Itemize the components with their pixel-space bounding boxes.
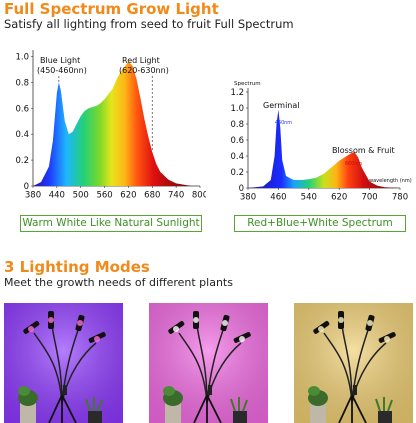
blue-light-range: (450-460nn) xyxy=(37,66,87,75)
y-tick-label: 0.6 xyxy=(15,104,29,114)
x-tick-label: 540 xyxy=(301,193,317,203)
x-tick-label: 620 xyxy=(331,193,347,203)
rgbw-spectrum-chart: 380 460 540 620 700 780 0 0.2 0.4 0.6 0.8 1.0 1.2 Sp… xyxy=(230,81,412,203)
y-tick-label: 0.8 xyxy=(15,78,29,88)
germinal-wavelength: 460nm xyxy=(275,120,292,126)
full-spectrum-chart: 380 440 500 560 620 680 740 800 0 0.2 0.4 0.6 0.8 1.0… xyxy=(15,50,206,201)
modes-subtitle: Meet the growth needs of different plant… xyxy=(4,276,233,289)
x-tick-label: 460 xyxy=(270,193,286,203)
lamp-arms xyxy=(33,324,97,404)
plant-pot-right xyxy=(375,397,393,423)
plant-pot-left xyxy=(163,386,183,423)
tripod xyxy=(48,394,77,423)
y-tick-label: 0.4 xyxy=(230,152,244,162)
blossom-fruit-label: Blossom & Fruit xyxy=(332,146,395,155)
lamp-scene xyxy=(149,303,268,423)
x-tick-label: 780 xyxy=(392,193,408,203)
red-light-label: Red Light xyxy=(122,56,160,65)
lamp-scene xyxy=(294,303,413,423)
x-tick-label: 560 xyxy=(96,191,112,201)
wavelength-axis-label: wavelength (nm) xyxy=(369,178,412,184)
pink-mode-photo xyxy=(149,303,268,423)
plant-pot-left xyxy=(308,386,328,423)
blossom-fruit-wavelength: 660nm xyxy=(345,161,362,167)
page-title: Full Spectrum Grow Light xyxy=(4,0,219,18)
x-tick-label: 700 xyxy=(361,193,377,203)
x-tick-label: 500 xyxy=(73,191,89,201)
x-tick-label: 380 xyxy=(240,193,256,203)
y-tick-label: 0.2 xyxy=(230,168,244,178)
lamp-scene xyxy=(4,303,123,423)
plant-pot-left xyxy=(18,386,38,423)
x-tick-label: 620 xyxy=(120,191,136,201)
x-tick-label: 680 xyxy=(144,191,160,201)
lamp-glow xyxy=(318,317,390,342)
x-tick-label: 740 xyxy=(168,191,184,201)
plant-pot-right xyxy=(85,397,103,423)
y-tick-label: 0.2 xyxy=(15,156,29,166)
y-tick-label: 1.0 xyxy=(15,52,29,62)
y-tick-label: 0.6 xyxy=(230,136,244,146)
x-tick-label: 380 xyxy=(25,191,41,201)
x-tick-label: 440 xyxy=(49,191,65,201)
controller xyxy=(208,385,212,395)
y-tick-label: 0 xyxy=(239,184,244,194)
spectrum-axis-label: Spectrum xyxy=(234,81,261,87)
y-tick-label: 0.8 xyxy=(230,120,244,130)
controller xyxy=(353,385,357,395)
lamp-glow xyxy=(173,317,245,342)
page-subtitle: Satisfy all lighting from seed to fruit … xyxy=(4,17,294,31)
yellow-mode-photo xyxy=(294,303,413,423)
rgbw-caption: Red+Blue+White Spectrum xyxy=(234,215,406,232)
purple-mode-photo xyxy=(4,303,123,423)
tripod xyxy=(338,394,367,423)
y-tick-label: 1.2 xyxy=(230,88,244,98)
plant-pot-right xyxy=(230,397,248,423)
rgbw-spectrum-area xyxy=(248,109,400,188)
germinal-label: Germinal xyxy=(263,101,299,110)
red-light-range: (620-630nn) xyxy=(119,66,169,75)
y-tick-label: 0.4 xyxy=(15,130,29,140)
lamp-glow xyxy=(28,317,100,342)
modes-title: 3 Lighting Modes xyxy=(4,258,150,276)
blue-light-label: Blue Light xyxy=(40,56,80,65)
x-tick-label: 800 xyxy=(192,191,206,201)
y-tick-label: 0 xyxy=(24,182,29,192)
spectrum-area xyxy=(33,61,200,187)
controller xyxy=(63,385,67,395)
warm-white-caption: Warm White Like Natural Sunlight xyxy=(20,215,202,232)
tripod xyxy=(193,394,222,423)
y-tick-label: 1.0 xyxy=(230,104,244,114)
